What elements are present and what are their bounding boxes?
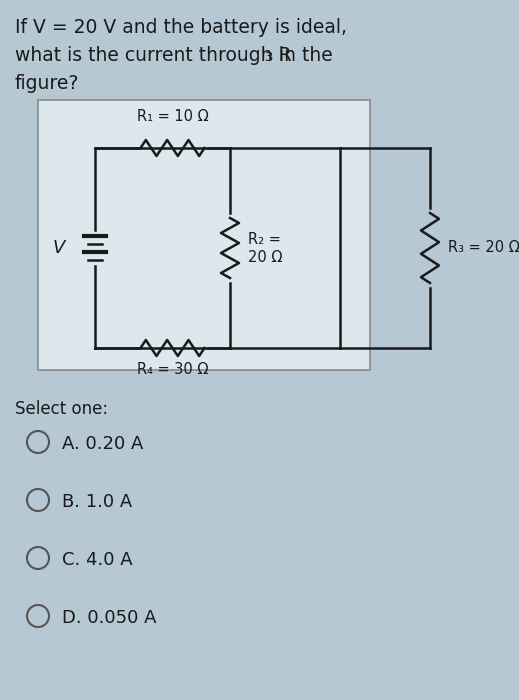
Text: R₃ = 20 Ω: R₃ = 20 Ω	[448, 241, 519, 256]
Text: A. 0.20 A: A. 0.20 A	[62, 435, 143, 453]
Text: R₁ = 10 Ω: R₁ = 10 Ω	[136, 109, 208, 124]
Text: Select one:: Select one:	[15, 400, 108, 418]
Text: V: V	[52, 239, 65, 257]
Text: R₄ = 30 Ω: R₄ = 30 Ω	[137, 362, 208, 377]
Text: R₂ =: R₂ =	[248, 232, 281, 248]
Text: what is the current through R: what is the current through R	[15, 46, 292, 65]
Text: If V = 20 V and the battery is ideal,: If V = 20 V and the battery is ideal,	[15, 18, 347, 37]
FancyBboxPatch shape	[38, 100, 370, 370]
Text: figure?: figure?	[15, 74, 79, 93]
Text: D. 0.050 A: D. 0.050 A	[62, 609, 157, 627]
Text: 20 Ω: 20 Ω	[248, 251, 282, 265]
Text: C. 4.0 A: C. 4.0 A	[62, 551, 133, 569]
Text: in the: in the	[273, 46, 333, 65]
Text: B. 1.0 A: B. 1.0 A	[62, 493, 132, 511]
Text: 3: 3	[265, 51, 274, 64]
